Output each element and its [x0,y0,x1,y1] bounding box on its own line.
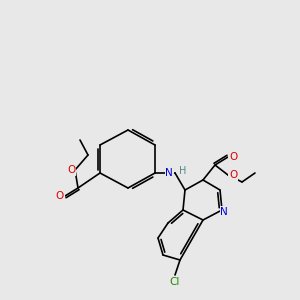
Text: N: N [165,168,173,178]
Text: Cl: Cl [170,277,180,287]
Text: N: N [220,207,228,217]
Text: O: O [56,191,64,201]
Text: O: O [67,165,75,175]
Text: O: O [229,170,237,180]
Text: H: H [179,166,187,176]
Text: O: O [229,152,237,162]
